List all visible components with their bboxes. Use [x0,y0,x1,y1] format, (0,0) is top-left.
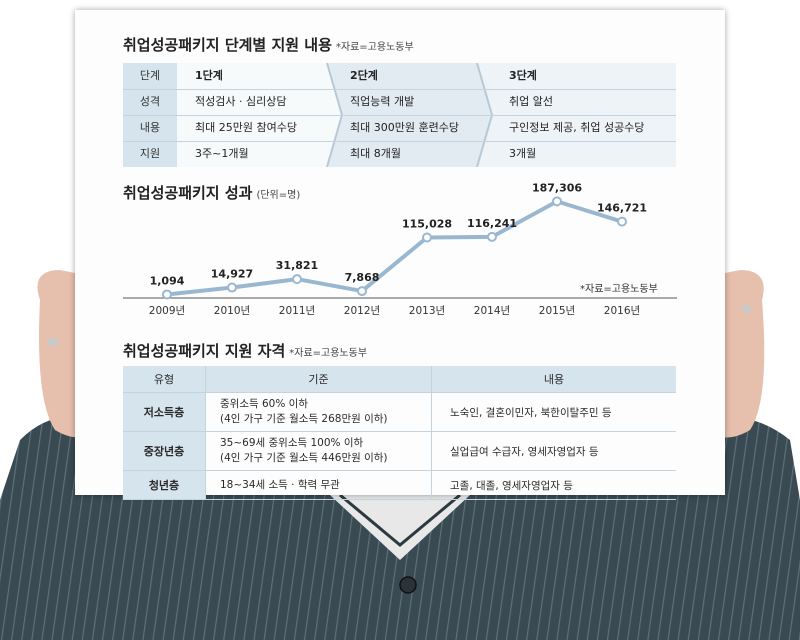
data-point [162,289,172,300]
x-tick-label: 2011년 [279,305,315,317]
stage-column-2: 2단계 직업능력 개발 최대 300만원 훈련수당 최대 8개월 [336,63,486,167]
stage-source: *자료=고용노동부 [335,42,414,53]
x-tick-label: 2009년 [149,305,185,317]
table-row: 청년층 18~34세 소득 · 학력 무관 고졸, 대졸, 영세자영업자 등 [123,471,676,500]
data-point [617,216,627,227]
data-point [357,286,367,297]
row-criteria: 18~34세 소득 · 학력 무관 [205,471,431,499]
stage-1-name: 1단계 [195,69,223,82]
stage-3-nature: 취업 알선 [509,95,553,108]
header-content: 내용 [431,366,676,392]
eligibility-source: *자료=고용노동부 [289,348,368,359]
stage-2-name: 2단계 [350,69,378,82]
shirt-collar [330,495,470,560]
x-tick-label: 2010년 [214,305,250,317]
data-label: 31,821 [276,259,318,272]
table-row: 저소득층 중위소득 60% 이하 (4인 가구 기준 월소득 268만원 이하)… [123,393,676,432]
data-label: 7,868 [345,271,380,284]
x-tick-label: 2014년 [474,305,510,317]
data-label: 115,028 [402,217,452,230]
info-board: 취업성공패키지 단계별 지원 내용 *자료=고용노동부 단계 성격 내용 지원 1… [75,10,725,500]
stage-2-period: 최대 8개월 [350,147,401,160]
table-row: 중장년층 35~69세 중위소득 100% 이하 (4인 가구 기준 월소득 4… [123,432,676,471]
row-label-nature: 성격 [139,95,161,108]
eligibility-title-text: 취업성공패키지 지원 자격 [123,342,286,360]
eligibility-header-row: 유형 기준 내용 [123,366,676,393]
row-label-stage: 단계 [139,69,161,82]
criteria-line-1: 18~34세 소득 · 학력 무관 [220,478,340,491]
x-tick-label: 2015년 [539,305,575,317]
data-label: 116,241 [467,217,517,230]
chart-title-text: 취업성공패키지 성과 [123,184,253,202]
chart-section-title: 취업성공패키지 성과 (단위=명) [123,182,300,203]
stage-table: 단계 성격 내용 지원 1단계 적성검사 · 심리상담 최대 25만원 참여수당… [123,63,676,167]
stage-3-name: 3단계 [509,69,537,82]
data-label: 146,721 [597,202,647,215]
criteria-line-2: (4인 가구 기준 월소득 446만원 이하) [220,452,388,464]
row-content: 노숙인, 결혼이민자, 북한이탈주민 등 [431,393,676,431]
stage-title-text: 취업성공패키지 단계별 지원 내용 [123,36,332,54]
criteria-line-2: (4인 가구 기준 월소득 268만원 이하) [220,413,388,425]
stage-1-content: 최대 25만원 참여수당 [195,121,297,134]
data-point [552,196,562,207]
stage-section-title: 취업성공패키지 단계별 지원 내용 *자료=고용노동부 [123,34,414,55]
stage-1-period: 3주~1개월 [195,147,249,160]
data-label: 1,094 [150,274,185,287]
stage-1-nature: 적성검사 · 심리상담 [195,95,287,108]
data-point [292,274,302,285]
stage-3-content: 구인정보 제공, 취업 성공수당 [509,121,645,134]
x-tick-label: 2016년 [604,305,640,317]
chart-unit: (단위=명) [256,190,301,201]
row-content: 실업급여 수급자, 영세자영업자 등 [431,432,676,470]
eligibility-table: 유형 기준 내용 저소득층 중위소득 60% 이하 (4인 가구 기준 월소득 … [123,366,676,500]
criteria-line-1: 중위소득 60% 이하 [220,398,308,410]
criteria-line-1: 35~69세 중위소득 100% 이하 [220,437,364,449]
header-criteria: 기준 [205,366,431,392]
data-point [227,282,237,293]
stage-column-1: 1단계 적성검사 · 심리상담 최대 25만원 참여수당 3주~1개월 [181,63,331,167]
stage-2-content: 최대 300만원 훈련수당 [350,121,459,134]
row-type: 저소득층 [123,393,205,431]
row-criteria: 35~69세 중위소득 100% 이하 (4인 가구 기준 월소득 446만원 … [205,432,431,470]
eligibility-section-title: 취업성공패키지 지원 자격 *자료=고용노동부 [123,340,367,361]
data-label: 14,927 [211,268,253,281]
row-type: 청년층 [123,471,205,499]
x-tick-label: 2013년 [409,305,445,317]
stage-2-nature: 직업능력 개발 [350,95,415,108]
chart-source: *자료=고용노동부 [580,284,658,295]
stage-column-3: 3단계 취업 알선 구인정보 제공, 취업 성공수당 3개월 [495,63,675,167]
performance-line-chart: 1,094 14,927 31,821 7,868 115,028 116,241 187,… [123,181,677,317]
header-type: 유형 [123,366,205,392]
series-line [166,199,623,297]
row-criteria: 중위소득 60% 이하 (4인 가구 기준 월소득 268만원 이하) [205,393,431,431]
data-point [487,231,497,242]
jacket-button [399,576,417,594]
data-label: 187,306 [532,181,582,194]
row-label-support: 지원 [139,147,161,160]
x-tick-label: 2012년 [344,305,380,317]
stage-3-period: 3개월 [509,147,537,160]
data-point [422,232,432,243]
row-content: 고졸, 대졸, 영세자영업자 등 [431,471,676,499]
row-type: 중장년층 [123,432,205,470]
row-label-content: 내용 [139,121,161,134]
